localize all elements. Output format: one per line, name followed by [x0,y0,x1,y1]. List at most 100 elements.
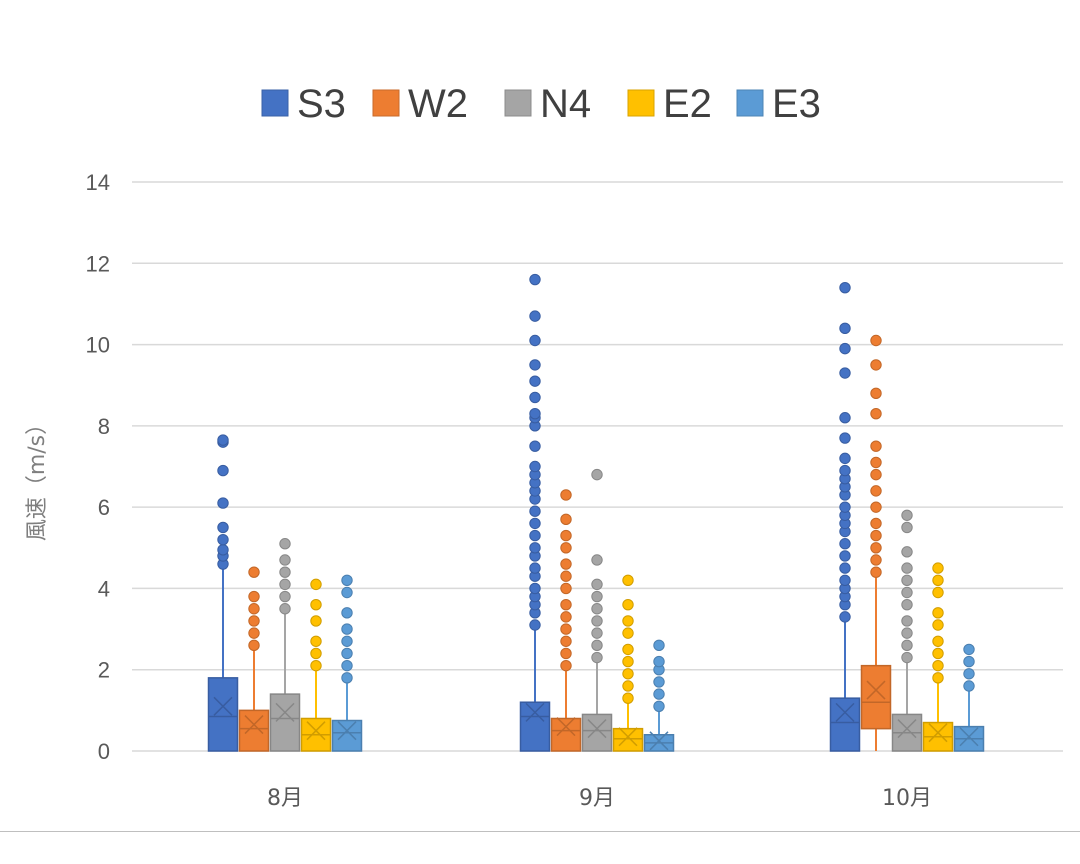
y-tick-label: 10 [86,333,110,358]
outlier-point [248,639,260,652]
mean-marker [556,717,576,737]
box-e3-2 [953,643,985,752]
outlier-point [591,651,603,664]
outlier-point [529,375,541,387]
outlier-point [839,464,851,477]
outlier-point [839,611,851,623]
y-tick-label: 8 [98,414,110,439]
mean-marker [649,731,669,751]
outlier-point [341,586,353,599]
outlier-point [901,521,913,534]
outlier-point [870,554,882,566]
outlier-point [870,529,882,542]
outlier-point [529,391,541,404]
box-w2-0 [238,566,270,752]
outlier-point [279,590,291,603]
outlier-point [901,586,913,599]
box-e2-1 [612,574,644,752]
outlier-point [901,509,913,521]
outlier-point [529,505,541,517]
box-iqr [207,677,239,752]
outlier-point [217,521,229,534]
outlier-point [560,558,572,570]
outlier-point [839,367,851,379]
outlier-point [248,566,260,578]
outlier-point [529,582,541,595]
category-label: 10月 [882,786,932,811]
box-n4-2 [891,509,923,752]
box-e2-2 [922,562,954,752]
outlier-point [932,619,944,631]
box-s3-2 [829,281,861,752]
outlier-point [622,574,634,586]
outlier-point [653,655,665,668]
outlier-point [870,334,882,347]
outlier-point [248,590,260,603]
box-e3-1 [643,639,675,752]
outlier-point [341,659,353,672]
outlier-point [963,680,975,692]
outlier-point [622,615,634,627]
outlier-point [217,464,229,477]
outlier-point [870,440,882,452]
outlier-point [963,643,975,656]
outlier-point [341,635,353,647]
mean-marker [897,719,917,739]
box-n4-1 [581,468,613,752]
outlier-point [341,607,353,619]
outlier-point [341,574,353,586]
outlier-point [653,639,665,652]
legend: S3 W2 N4 E2 E3 [261,82,821,126]
mean-marker [835,702,855,722]
outlier-point [341,623,353,635]
outlier-point [529,619,541,631]
legend-swatch-n4 [504,89,532,117]
outlier-point [529,517,541,530]
outlier-point [341,647,353,660]
outlier-point [279,603,291,615]
outlier-point [529,529,541,542]
outlier-point [870,542,882,554]
outlier-point [622,655,634,668]
outlier-point [901,546,913,558]
bottom-divider [0,831,1080,832]
mean-marker [618,727,638,747]
outlier-point [839,452,851,465]
box-w2-2 [860,334,892,751]
outlier-point [217,497,229,509]
outlier-point [901,651,913,664]
outlier-point [870,566,882,578]
category-label: 9月 [579,786,615,811]
outlier-point [653,700,665,712]
outlier-point [870,359,882,371]
outlier-point [839,550,851,562]
legend-swatch-e3 [736,89,764,117]
mean-marker [244,715,264,735]
outlier-point [560,513,572,526]
outlier-point [870,456,882,469]
legend-label-n4: N4 [540,82,591,126]
outlier-point [560,623,572,635]
legend-label-e2: E2 [663,82,712,126]
box-iqr [612,727,644,752]
y-axis-label: 風速（m/s） [25,413,50,541]
outlier-point [932,562,944,574]
outlier-point [622,680,634,692]
legend-label-s3: S3 [297,82,346,126]
outlier-point [591,639,603,652]
outlier-point [560,582,572,595]
outlier-point [529,440,541,452]
outlier-point [653,676,665,688]
outlier-point [560,489,572,501]
outlier-point [870,485,882,497]
mean-marker [928,723,948,743]
outlier-point [248,627,260,639]
outlier-point [310,635,322,647]
outlier-point [560,611,572,623]
outlier-point [839,538,851,550]
outlier-point [839,574,851,586]
outlier-point [529,460,541,473]
outlier-point [310,615,322,627]
outlier-point [932,635,944,647]
outlier-point [560,635,572,647]
